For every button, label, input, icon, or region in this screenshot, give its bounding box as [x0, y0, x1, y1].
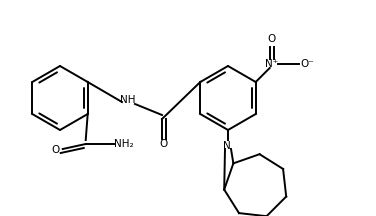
Text: N⁺: N⁺: [265, 59, 278, 69]
Text: NH₂: NH₂: [114, 139, 133, 149]
Text: NH: NH: [120, 95, 136, 105]
Text: O: O: [159, 139, 167, 149]
Text: O⁻: O⁻: [301, 59, 315, 69]
Text: N: N: [223, 141, 231, 151]
Text: O: O: [52, 145, 60, 155]
Text: O: O: [268, 34, 276, 44]
